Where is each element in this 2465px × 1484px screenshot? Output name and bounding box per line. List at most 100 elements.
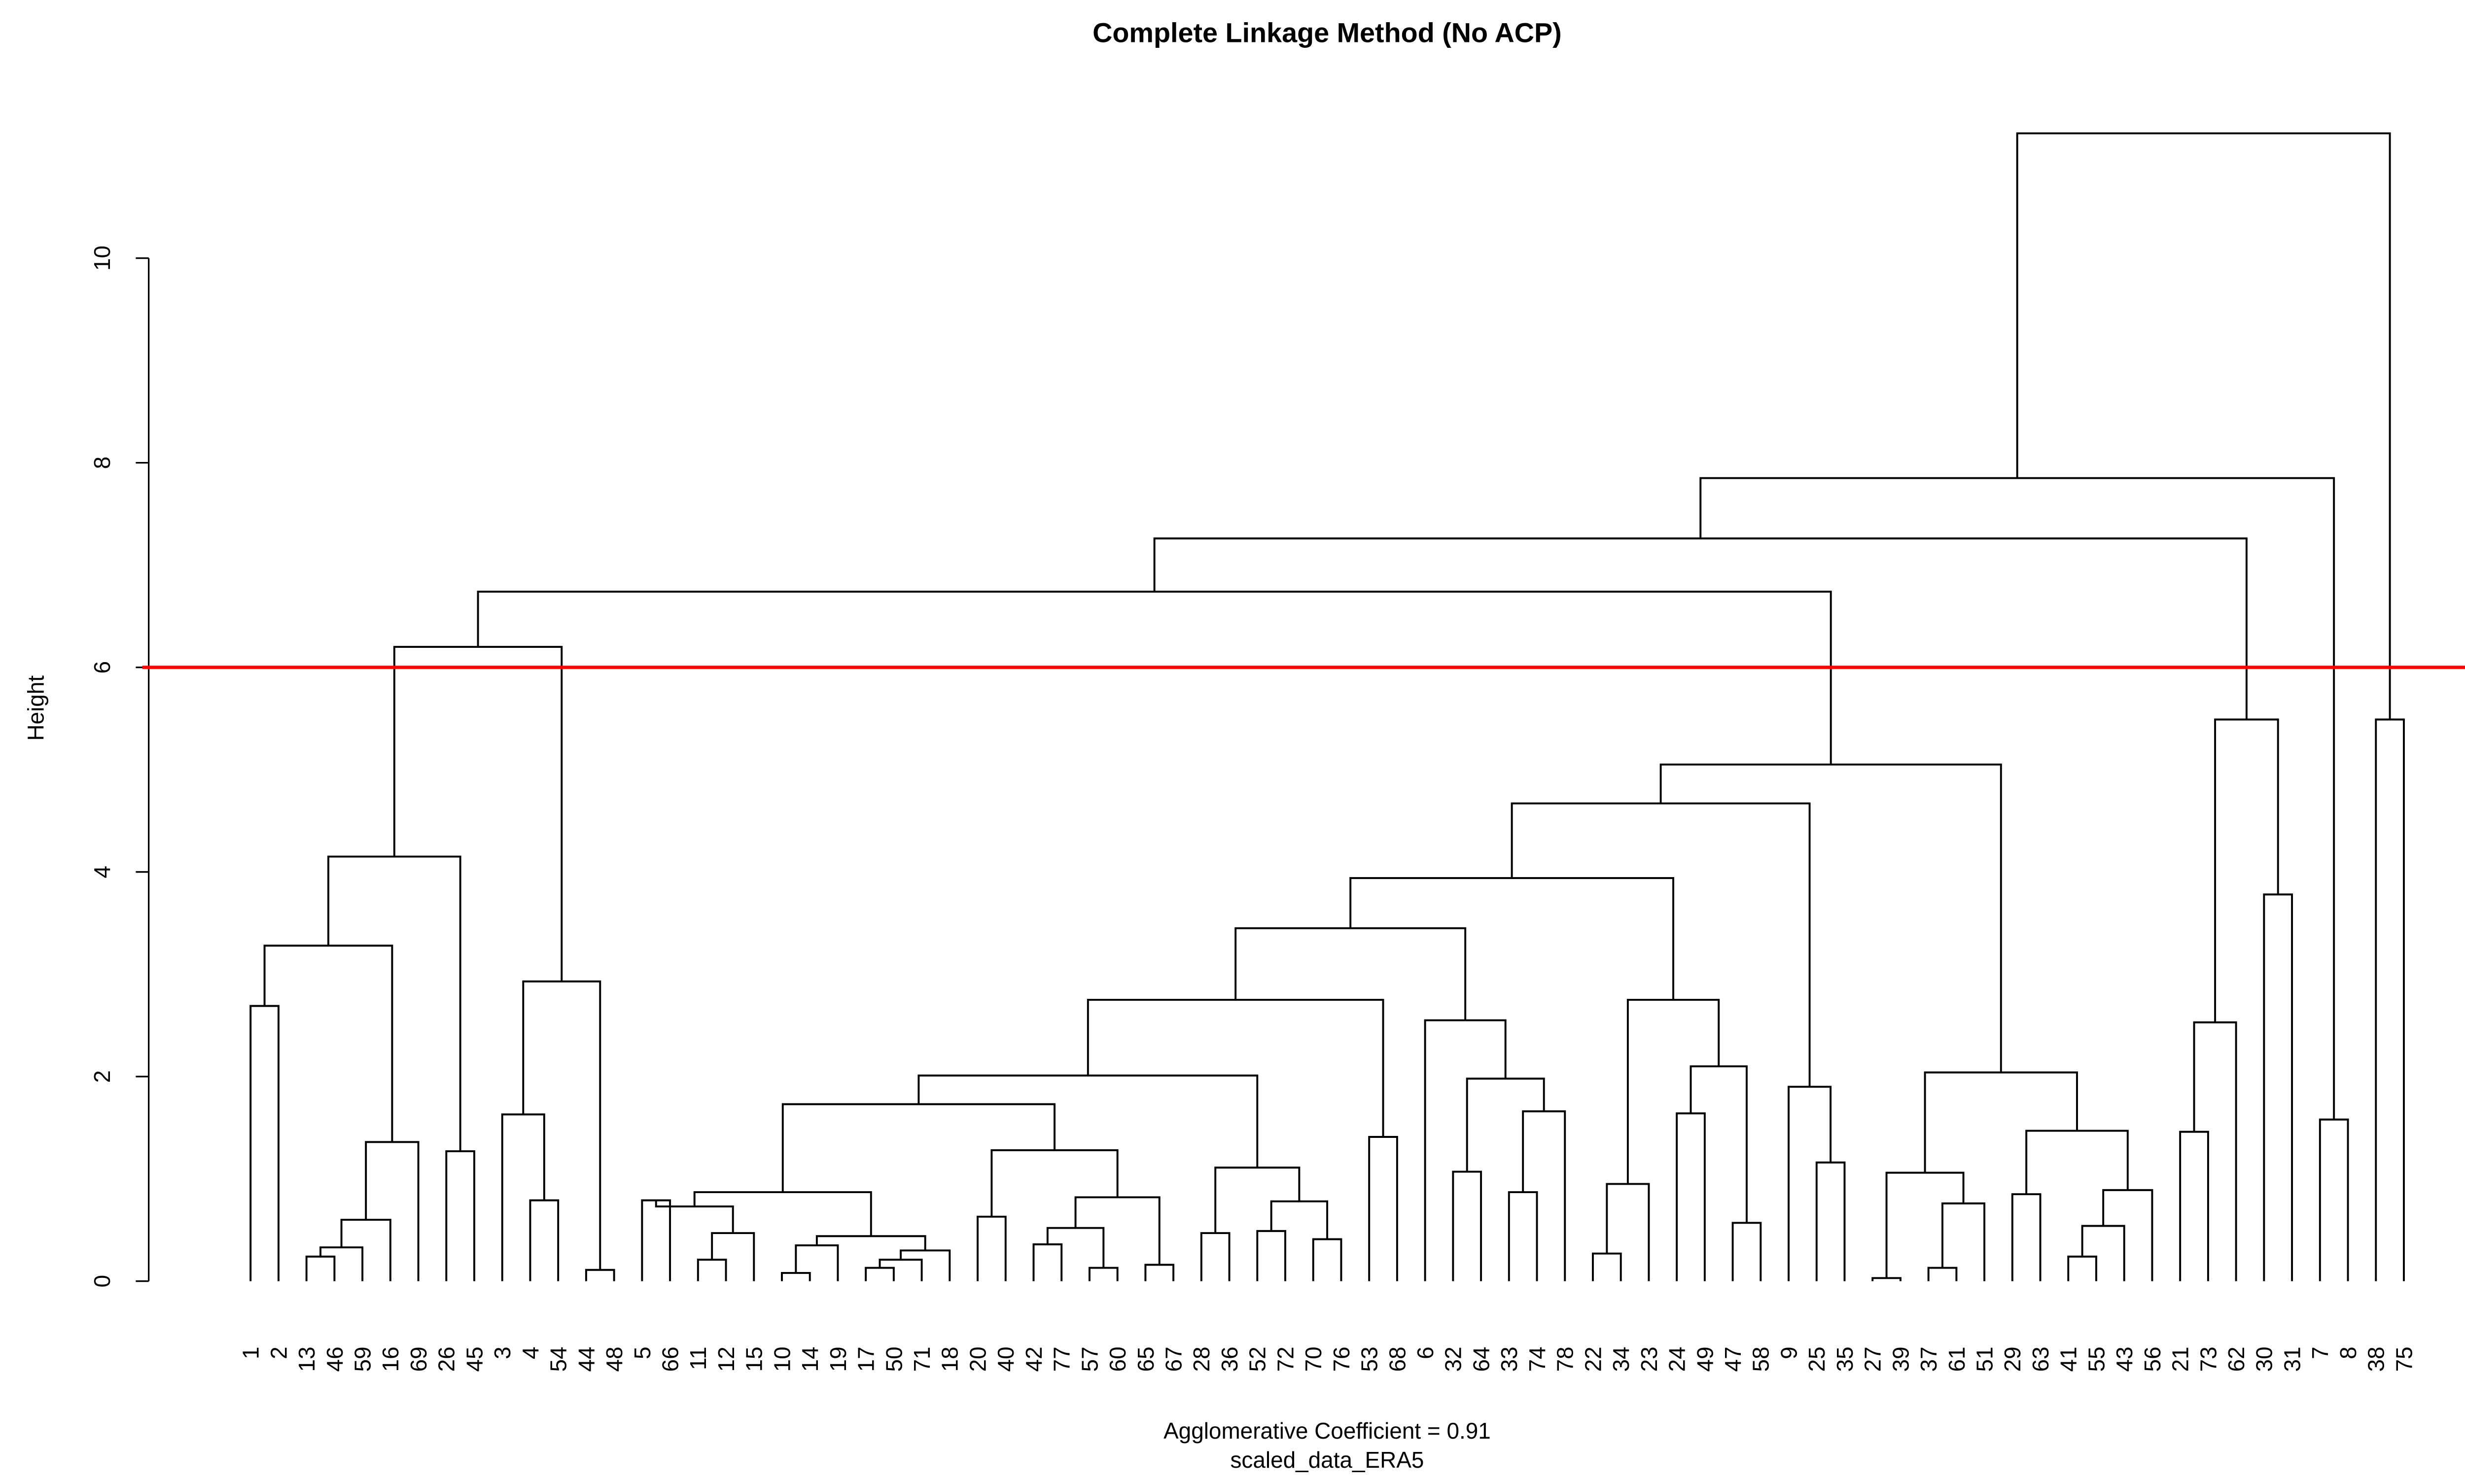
merge-link (1153, 537, 2248, 720)
merge-link (1592, 1252, 1622, 1281)
merge-link (1941, 1202, 1986, 1281)
merge-link (263, 945, 393, 1142)
y-tick-label: 4 (89, 866, 115, 879)
merge-link (1676, 1112, 1706, 1281)
leaf-label: 37 (1916, 1346, 1941, 1372)
merge-link (1885, 1171, 1965, 1278)
merge-link (2025, 1130, 2129, 1195)
merge-link (1522, 1110, 1566, 1281)
leaf-label: 8 (2335, 1346, 2361, 1359)
merge-link (445, 1150, 475, 1281)
merge-link (2319, 1118, 2349, 1281)
leaf-label: 62 (2223, 1346, 2249, 1372)
merge-link (1144, 1264, 1175, 1281)
leaf-label: 16 (378, 1346, 403, 1372)
merge-link (1270, 1200, 1329, 1239)
leaf-label: 19 (825, 1346, 851, 1372)
leaf-label: 30 (2252, 1346, 2277, 1372)
merge-link (1368, 1136, 1398, 1281)
leaf-label: 18 (937, 1346, 963, 1372)
merge-link (1508, 1191, 1538, 1281)
merge-link (340, 1219, 391, 1281)
merge-link (2375, 718, 2405, 1281)
leaf-label: 53 (1357, 1346, 1382, 1372)
y-tick-label: 8 (89, 457, 115, 469)
merge-link (1312, 1238, 1342, 1281)
y-axis-label: Height (23, 675, 49, 741)
merge-link (529, 1199, 560, 1281)
leaf-label: 64 (1468, 1346, 1494, 1372)
leaf-label: 17 (853, 1346, 879, 1372)
leaf-label: 39 (1888, 1346, 1913, 1372)
merge-link (522, 980, 601, 1270)
leaf-label: 73 (2195, 1346, 2221, 1372)
merge-link (1234, 927, 1467, 1021)
merge-link (1690, 1065, 1748, 1223)
y-tick-label: 6 (89, 661, 115, 674)
merge-link (305, 1255, 336, 1281)
merge-link (1452, 1170, 1482, 1281)
leaf-label: 38 (2363, 1346, 2389, 1372)
merge-link (1424, 1019, 1507, 1281)
merge-link (641, 1199, 671, 1281)
merge-link (1032, 1243, 1063, 1281)
leaf-label: 28 (1189, 1346, 1214, 1372)
leaf-label: 7 (2307, 1346, 2333, 1359)
leaf-label: 57 (1077, 1346, 1102, 1372)
merge-link (1927, 1267, 1958, 1281)
leaf-label: 59 (350, 1346, 376, 1372)
merge-link (781, 1103, 1056, 1193)
leaf-label: 33 (1496, 1346, 1522, 1372)
y-tick-label: 2 (89, 1070, 115, 1083)
leaf-label: 26 (434, 1346, 459, 1372)
leaf-label: 75 (2391, 1346, 2417, 1372)
merge-link (319, 1246, 364, 1281)
merge-link (1626, 998, 1720, 1184)
leaf-label: 15 (741, 1346, 767, 1372)
merge-link (879, 1259, 923, 1281)
leaf-label: 35 (1832, 1346, 1858, 1372)
leaf-label: 34 (1608, 1346, 1634, 1372)
leaf-label: 55 (2083, 1346, 2109, 1372)
leaf-label: 51 (1972, 1346, 1998, 1372)
leaf-label: 3 (490, 1346, 515, 1359)
leaf-label: 56 (2140, 1346, 2165, 1372)
leaf-label: 69 (406, 1346, 431, 1372)
merge-link (249, 1005, 280, 1281)
leaf-label: 54 (546, 1346, 571, 1372)
merge-link (1200, 1232, 1231, 1281)
merge-link (697, 1259, 727, 1281)
merge-link (1699, 477, 2335, 1120)
merge-link (327, 855, 461, 1152)
merge-link (711, 1232, 755, 1281)
leaf-label: 49 (1692, 1346, 1718, 1372)
leaf-label: 77 (1049, 1346, 1075, 1372)
merge-link (977, 1215, 1007, 1281)
leaf-label: 52 (1245, 1346, 1270, 1372)
merge-link (1087, 998, 1384, 1137)
merge-link (1256, 1230, 1286, 1281)
leaf-label: 42 (1021, 1346, 1047, 1372)
merge-link (477, 591, 1832, 765)
leaf-label: 36 (1217, 1346, 1242, 1372)
leaf-label: 46 (322, 1346, 348, 1372)
merge-link (917, 1074, 1259, 1168)
leaf-label: 47 (1720, 1346, 1746, 1372)
merge-link (1731, 1222, 1762, 1281)
merge-link (1924, 1071, 2078, 1173)
leaf-label: 14 (797, 1346, 823, 1372)
merge-link (1214, 1166, 1301, 1234)
leaf-label: 48 (601, 1346, 627, 1372)
leaf-label: 66 (657, 1346, 683, 1372)
leaf-label: 67 (1161, 1346, 1187, 1372)
y-tick-label: 0 (89, 1275, 115, 1288)
leaf-label: 63 (2028, 1346, 2053, 1372)
merge-link (1074, 1196, 1161, 1265)
merge-link (1349, 877, 1675, 1000)
merge-link (1466, 1077, 1545, 1172)
leaf-label: 29 (2000, 1346, 2025, 1372)
leaf-label: 71 (909, 1346, 935, 1372)
merge-link (2214, 718, 2279, 1023)
leaf-label: 58 (1748, 1346, 1774, 1372)
